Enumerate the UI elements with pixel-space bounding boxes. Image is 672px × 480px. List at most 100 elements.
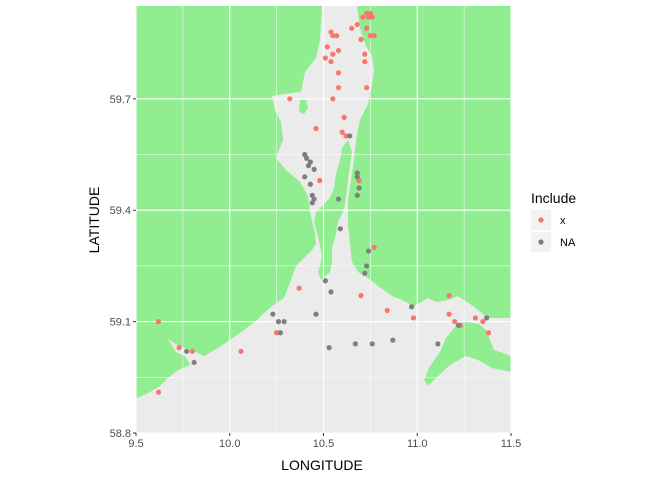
data-point-na	[435, 341, 441, 347]
data-point-x	[349, 25, 355, 31]
data-point-x	[176, 345, 182, 351]
data-point-x	[410, 315, 417, 321]
land-polygon-6	[299, 100, 308, 114]
data-point-x	[354, 21, 360, 28]
data-point-na	[409, 304, 415, 310]
y-tick-label: 59.7	[110, 94, 131, 106]
data-point-na	[335, 196, 342, 202]
data-point-x	[480, 319, 486, 325]
land-polygon-2	[136, 310, 190, 398]
data-point-x	[364, 25, 370, 31]
data-point-na	[354, 192, 360, 198]
data-point-x	[317, 177, 323, 184]
y-tick-label: 58.8	[110, 428, 131, 440]
data-point-x	[446, 293, 452, 299]
data-point-x	[446, 311, 452, 317]
y-axis-title: LATITUDE	[86, 187, 102, 254]
data-point-x	[330, 33, 336, 39]
data-point-x	[362, 51, 368, 57]
y-tick-label: 59.1	[110, 317, 131, 329]
data-point-na	[322, 278, 328, 284]
data-point-na	[365, 248, 372, 254]
legend-label-na: NA	[560, 237, 576, 249]
data-point-na	[281, 319, 287, 325]
data-point-x	[343, 133, 349, 139]
data-point-na	[275, 319, 282, 325]
legend: Include x NA	[531, 190, 576, 252]
data-point-na	[390, 337, 396, 343]
data-point-na	[305, 163, 312, 169]
data-point-x	[335, 47, 342, 54]
land-polygon-4	[348, 6, 511, 318]
x-tick-label: 9.5	[128, 438, 143, 450]
data-point-x	[287, 96, 293, 102]
data-point-x	[371, 33, 377, 39]
data-point-x	[330, 96, 336, 102]
data-point-na	[304, 155, 310, 161]
data-point-na	[347, 133, 353, 139]
data-point-x	[330, 51, 336, 57]
data-point-na	[191, 359, 197, 366]
data-point-na	[484, 315, 490, 321]
data-point-x	[328, 59, 334, 65]
data-point-na	[356, 185, 362, 191]
x-tick-label: 10.0	[219, 438, 240, 450]
data-point-x	[296, 285, 302, 291]
data-point-x	[371, 244, 377, 250]
data-point-na	[354, 174, 360, 180]
x-tick-label: 11.5	[501, 438, 522, 450]
data-point-na	[309, 200, 315, 206]
data-point-x	[313, 125, 319, 132]
legend-key-x	[538, 217, 544, 223]
axis-ticks: 9.5 10.0 10.5 11.0 11.5 58.8 59.1 59.4 59.7	[110, 94, 522, 450]
data-point-x	[339, 129, 345, 135]
data-point-x	[334, 33, 340, 39]
y-tick-label: 59.4	[110, 205, 131, 217]
x-axis-title: LONGITUDE	[281, 457, 363, 473]
data-point-x	[358, 293, 364, 299]
data-point-x	[485, 330, 492, 336]
data-point-x	[324, 44, 330, 50]
data-points	[155, 10, 492, 395]
data-point-x	[384, 307, 390, 314]
data-point-x	[341, 114, 347, 120]
x-tick-label: 11.0	[407, 438, 428, 450]
data-point-na	[307, 181, 313, 187]
data-point-x	[274, 330, 280, 336]
land-area	[136, 6, 511, 398]
legend-key-na	[538, 239, 544, 245]
data-point-x	[452, 319, 458, 325]
data-point-x	[358, 36, 364, 43]
data-point-na	[455, 322, 462, 328]
data-point-x	[472, 315, 478, 321]
legend-title: Include	[531, 190, 576, 206]
data-point-x	[367, 33, 373, 39]
data-point-na	[362, 270, 368, 276]
data-point-na	[328, 289, 334, 295]
x-tick-label: 10.5	[313, 438, 334, 450]
data-point-x	[335, 70, 342, 76]
gridlines	[135, 6, 512, 434]
data-point-na	[302, 174, 308, 180]
data-point-na	[337, 226, 343, 232]
data-point-x	[360, 14, 366, 20]
data-point-x	[369, 14, 375, 20]
data-point-na	[311, 166, 317, 172]
land-polygon-5	[424, 322, 511, 386]
data-point-x	[362, 59, 368, 65]
data-point-na	[184, 348, 190, 354]
data-point-x	[335, 85, 342, 91]
data-point-na	[313, 311, 319, 317]
data-point-na	[354, 170, 360, 176]
legend-label-x: x	[560, 215, 566, 227]
data-point-na	[364, 263, 370, 269]
data-point-na	[270, 311, 276, 317]
data-point-na	[352, 341, 358, 347]
data-point-x	[322, 55, 328, 61]
data-point-x	[238, 348, 244, 354]
data-point-x	[155, 319, 162, 325]
data-point-x	[364, 85, 370, 91]
data-point-x	[155, 389, 162, 395]
land-polygon-1	[136, 6, 322, 356]
